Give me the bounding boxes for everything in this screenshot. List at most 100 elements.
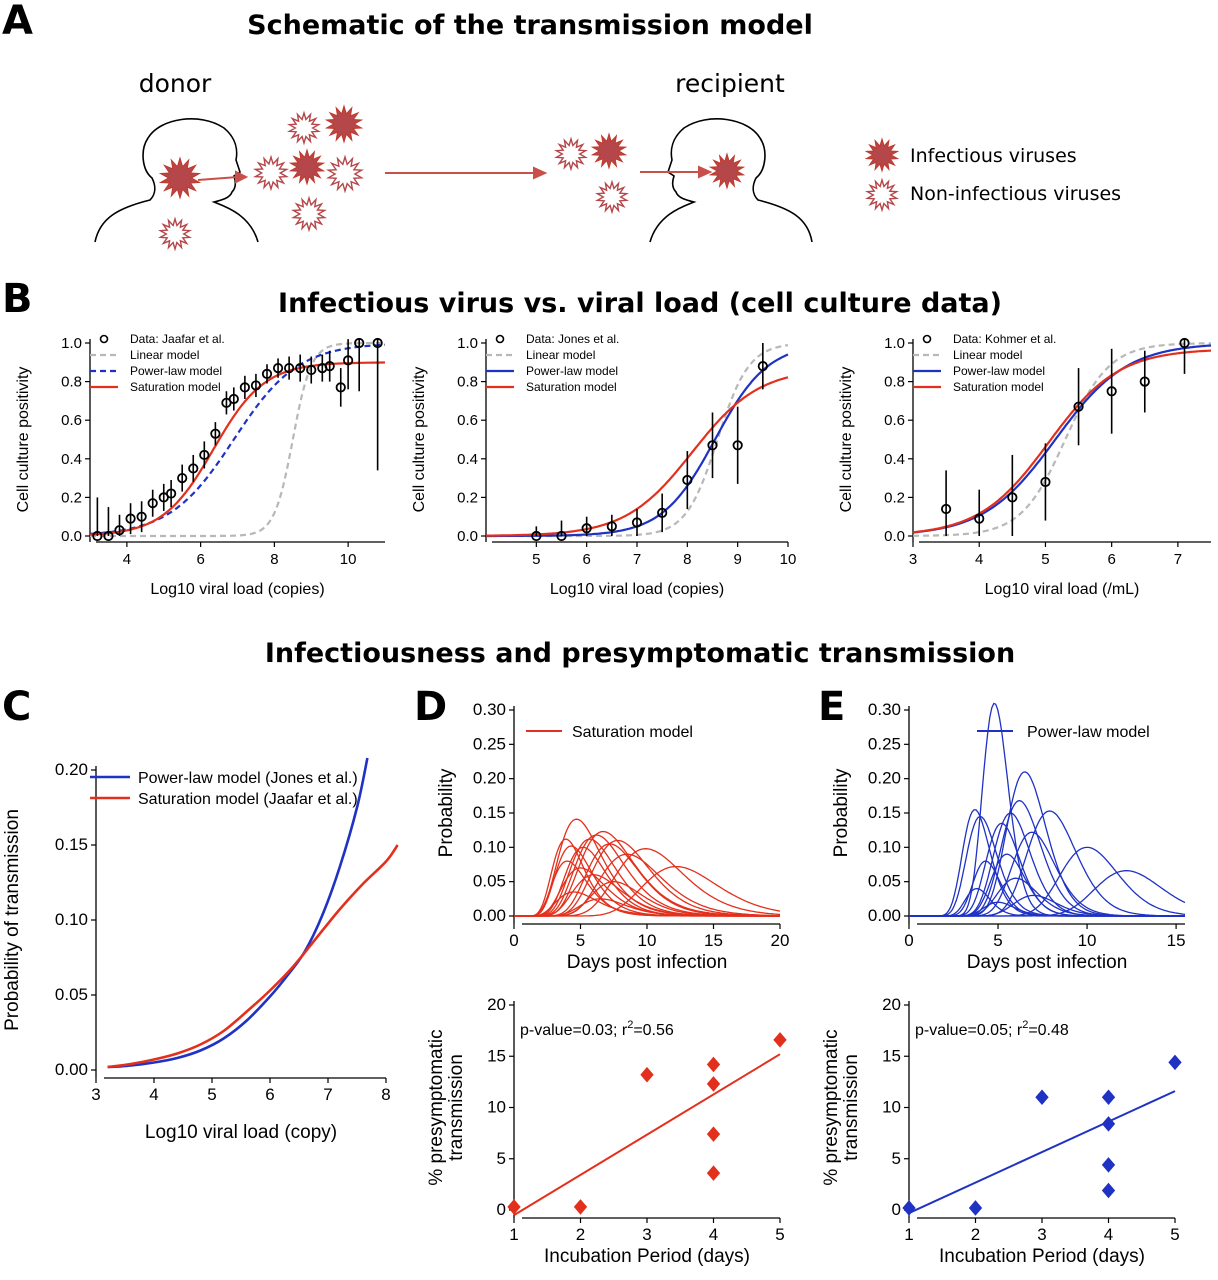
series-line [107, 757, 369, 1069]
data-point [372, 337, 383, 349]
x-tick-label: 6 [1107, 551, 1115, 568]
y-tick-label: 0.10 [55, 910, 88, 929]
x-tick-label: 3 [91, 1085, 100, 1104]
legend-label: Power-law model [1027, 724, 1150, 741]
x-tick-label: 1 [509, 1225, 518, 1244]
x-tick-label: 0 [509, 931, 518, 950]
y-axis-label: Cell culture positivity [411, 367, 428, 513]
noninfectious-virus-icon [595, 179, 629, 215]
x-tick-label: 5 [1041, 551, 1049, 568]
data-point [228, 393, 239, 405]
y-tick-label: 0.6 [884, 412, 905, 429]
data-point [239, 382, 250, 393]
virus-particles [158, 104, 900, 252]
x-axis-label: Log10 viral load (copies) [550, 581, 724, 598]
y-axis-label: transmission [841, 1054, 862, 1161]
y-tick-label: 0.20 [473, 769, 506, 788]
infectious-virus-icon [158, 156, 202, 200]
legend-label: Saturation model [130, 380, 221, 394]
probability-curve [514, 860, 780, 917]
x-tick-label: 1 [904, 1225, 913, 1244]
x-tick-label: 6 [196, 551, 204, 568]
y-tick-label: 0.6 [61, 412, 82, 429]
data-point [343, 355, 354, 366]
chart-D-top: 0 5 10 15 20 0.00 0.05 0.10 0.15 0.20 0.25 0.30 Days… [436, 700, 789, 973]
probability-curve [909, 771, 1185, 917]
y-tick-label: 0.4 [457, 451, 478, 468]
y-tick-label: 0.8 [61, 374, 82, 391]
schematic: donor recipient Infectious viruses Non-i… [94, 69, 1121, 252]
y-tick-label: 0.6 [457, 412, 478, 429]
x-tick-label: 10 [1078, 931, 1097, 950]
chart-E-bottom: 1 2 3 4 5 0 5 10 15 20 Incubation Period (days) % p… [821, 995, 1182, 1267]
noninfectious-virus-icon [326, 154, 364, 194]
y-tick-label: 20 [882, 995, 901, 1014]
y-tick-label: 0.4 [884, 451, 905, 468]
infectious-virus-icon [324, 104, 364, 144]
legend-marker [495, 334, 505, 344]
y-tick-label: 0.0 [61, 528, 82, 545]
infectious-virus-icon [590, 132, 628, 170]
data-point [1101, 1182, 1116, 1199]
x-tick-label: 5 [775, 1225, 784, 1244]
y-tick-label: 0.25 [868, 734, 901, 753]
x-tick-label: 8 [683, 551, 691, 568]
data-point [531, 530, 542, 542]
x-tick-label: 9 [733, 551, 741, 568]
x-tick-label: 5 [532, 551, 540, 568]
y-axis-label: Cell culture positivity [838, 367, 855, 513]
x-axis-label: Log10 viral load (copy) [145, 1122, 337, 1143]
y-tick-label: 0 [892, 1200, 901, 1219]
data-point [1179, 337, 1190, 349]
data-point [1139, 376, 1150, 387]
legend-noninfectious: Non-infectious viruses [910, 183, 1121, 205]
data-point [706, 1126, 721, 1142]
data-point [706, 1165, 721, 1181]
y-tick-label: 0.05 [868, 872, 901, 891]
panel-letter-c: C [2, 684, 31, 730]
y-axis-label: Cell culture positivity [15, 367, 32, 513]
y-axis-label: Probability of transmission [2, 809, 23, 1031]
y-tick-label: 10 [882, 1098, 901, 1117]
y-tick-label: 0.2 [61, 489, 82, 506]
data-point [606, 521, 617, 532]
recipient-silhouette [649, 118, 813, 243]
arrow-head [533, 166, 548, 180]
data-point [1073, 401, 1084, 412]
x-tick-label: 4 [123, 551, 131, 568]
data-point [210, 428, 221, 439]
data-point [706, 1076, 721, 1092]
regression-annotation: p-value=0.03; r2=0.56 [520, 1019, 674, 1039]
infectious-virus-icon [288, 148, 326, 186]
data-point [1168, 1054, 1182, 1071]
data-point [902, 1200, 916, 1216]
probability-curve [514, 891, 780, 917]
data-point [1035, 1089, 1049, 1106]
x-tick-label: 3 [1037, 1225, 1046, 1244]
section-title-transmission: Infectiousness and presymptomatic transm… [265, 638, 1015, 669]
y-tick-label: 5 [892, 1149, 901, 1168]
x-axis-label: Log10 viral load (/mL) [985, 581, 1140, 598]
y-tick-label: 0.00 [55, 1060, 88, 1079]
y-tick-label: 20 [487, 995, 506, 1014]
y-tick-label: 0.2 [884, 489, 905, 506]
x-tick-label: 4 [1104, 1225, 1113, 1244]
data-point [114, 525, 125, 536]
legend-infectious: Infectious viruses [910, 145, 1077, 167]
y-tick-label: 10 [487, 1098, 506, 1117]
panel-letter-b: B [2, 276, 33, 322]
noninfectious-virus-icon [554, 136, 588, 172]
x-tick-label: 6 [265, 1085, 274, 1104]
data-point [556, 530, 567, 542]
x-tick-label: 7 [1174, 551, 1182, 568]
data-point [1101, 1116, 1116, 1132]
data-point [1040, 476, 1051, 488]
legend-label: Saturation model (Jaafar et al.) [138, 791, 358, 808]
legend-label: Linear model [953, 348, 1022, 362]
y-tick-label: 0.30 [868, 700, 901, 719]
recipient-label: recipient [675, 69, 785, 98]
y-axis-label: Probability [831, 768, 852, 857]
y-tick-label: 1.0 [61, 335, 82, 352]
